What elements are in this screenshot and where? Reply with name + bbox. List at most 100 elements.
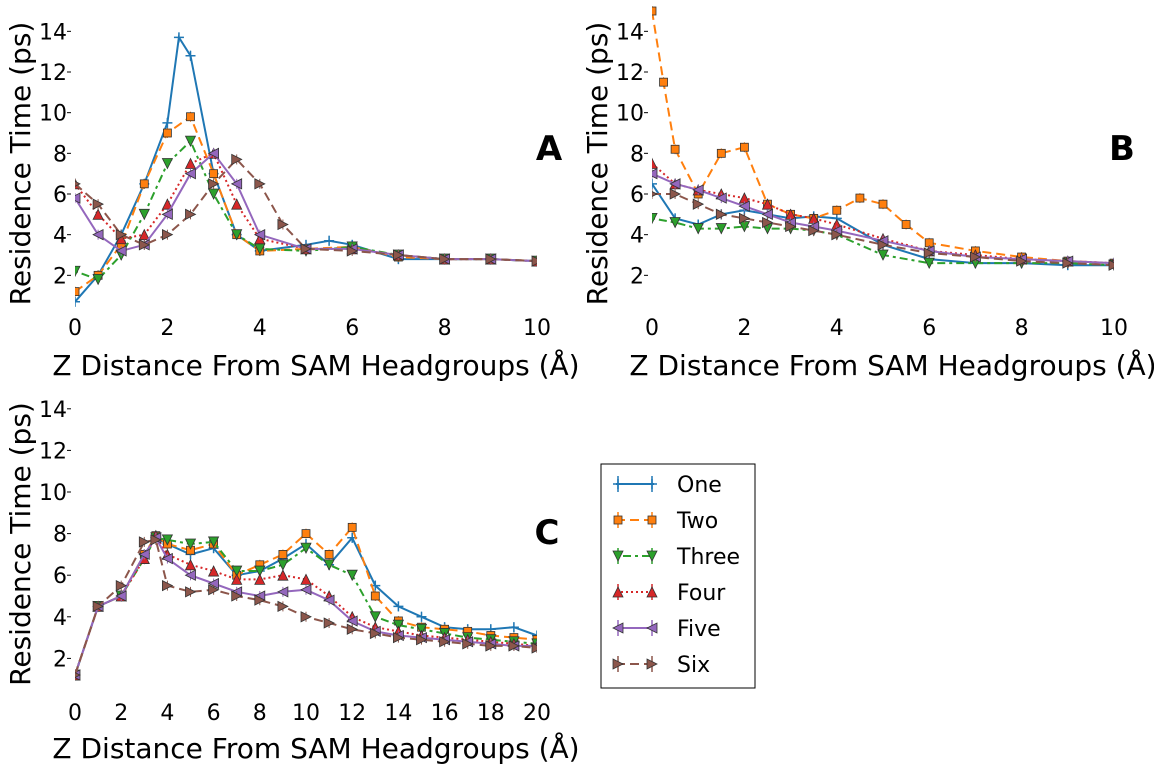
y-tick-label: 2 [53,647,67,672]
data-point-one [324,235,335,246]
x-tick-label: 4 [830,316,844,341]
data-point-six [208,178,220,190]
y-tick-label: 4 [53,224,67,249]
data-point-six [346,245,359,257]
legend-label-five: Five [677,617,721,642]
data-point-three [715,223,727,235]
data-point-one [162,117,173,128]
data-point-six [231,590,243,602]
legend-label-four: Four [677,581,726,606]
data-point-four [184,558,197,571]
data-point-six [369,627,382,640]
data-point-five [115,245,127,257]
series-line-two [75,115,537,293]
data-point-six [300,611,312,623]
x-axis-label: Z Distance From SAM Headgroups (Å) [52,731,579,765]
data-point-six [652,191,658,197]
x-tick-label: 6 [345,316,359,341]
x-tick-label: 10 [523,316,551,341]
data-point-six [323,617,335,629]
y-tick-label: 8 [53,142,67,167]
data-point-two [162,128,172,138]
data-point-four [231,573,243,585]
data-point-six [877,239,889,251]
data-point-five [652,168,658,180]
panel-label: A [536,129,563,169]
y-tick-label: 12 [616,61,644,86]
x-tick-label: 10 [1100,316,1128,341]
data-point-two [740,142,749,152]
data-point-four [92,208,104,220]
data-point-five [184,569,196,581]
data-point-three [612,550,624,562]
x-tick-label: 14 [384,701,412,726]
data-point-six [785,220,797,233]
data-point-six [462,638,474,650]
data-point-six [531,642,537,654]
data-point-six [485,640,497,652]
data-point-four [277,569,289,581]
data-point-two [855,193,865,203]
x-tick-label: 6 [922,316,936,341]
x-tick-label: 8 [1015,316,1029,341]
series-line-five [75,535,537,676]
x-tick-label: 2 [737,316,751,341]
data-point-six [75,672,81,678]
data-point-five [692,184,704,196]
data-point-five [184,168,196,180]
data-point-one [173,32,184,43]
data-point-three [415,623,428,636]
data-point-six [392,249,405,261]
x-axis-label: Z Distance From SAM Headgroups (Å) [52,348,579,382]
data-point-two [832,205,842,215]
data-point-six [508,640,520,652]
x-tick-label: 20 [523,701,551,726]
data-point-three [161,534,174,546]
data-point-six [277,218,289,231]
y-tick-label: 6 [53,564,67,589]
y-tick-label: 14 [616,20,644,45]
data-point-six [92,198,104,210]
data-point-four [646,586,658,598]
data-point-five [161,208,173,220]
data-point-three [231,229,243,241]
data-point-six [254,178,266,190]
data-point-three [692,223,704,235]
data-point-five [323,594,335,606]
data-point-two [901,220,911,229]
data-point-four [612,586,624,598]
data-point-six [150,534,162,546]
data-point-five [738,200,750,212]
panel-c: 0 2 4 6 8 10 12 14 16 18 20 2 4 6 8 10 12 14 Z Distance Fr… [4,398,580,765]
data-point-six [138,536,151,548]
data-point-one [75,296,80,307]
data-point-two [716,148,726,158]
data-point-six [739,212,751,225]
data-point-four [652,157,658,169]
data-point-five [646,622,658,634]
data-point-three [877,249,889,261]
data-point-six [231,153,243,166]
y-tick-label: 4 [630,224,644,249]
y-axis-label: Residence Time (ps) [4,402,37,686]
y-tick-label: 8 [53,523,67,548]
legend: One Two Three Four Five Six [600,463,756,689]
data-point-six [715,208,728,220]
x-tick-label: 4 [160,701,174,726]
data-point-two [647,515,657,525]
data-point-two [324,550,334,559]
x-tick-label: 8 [253,701,267,726]
data-point-four [138,228,150,241]
data-point-two [278,550,288,559]
panel-label: C [535,513,560,553]
data-point-three [392,619,405,632]
x-tick-label: 0 [68,316,82,341]
y-tick-label: 2 [53,264,67,289]
data-point-two [659,77,668,87]
data-point-five [161,552,173,565]
data-point-two [613,515,623,525]
data-point-six [970,251,982,263]
data-point-six [138,239,151,251]
data-point-five [669,178,681,190]
